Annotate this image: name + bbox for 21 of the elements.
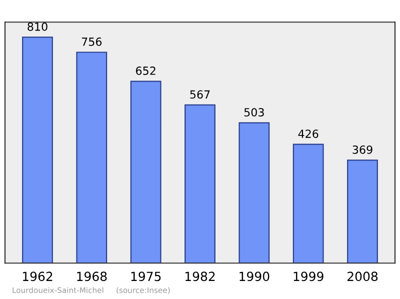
bar (238, 122, 270, 264)
data-label: 756 (82, 38, 102, 46)
data-label: 810 (28, 22, 48, 31)
bar (184, 104, 216, 264)
data-label: 503 (244, 108, 264, 116)
data-label: 369 (352, 145, 372, 154)
bar (347, 160, 378, 264)
bar (76, 52, 108, 264)
data-label: 567 (190, 90, 210, 99)
x-tick-label: 1962 (22, 272, 52, 282)
bar (130, 80, 162, 264)
x-tick-label: 1999 (294, 272, 324, 282)
bar (22, 36, 53, 264)
data-label: 652 (136, 66, 156, 75)
x-tick-label: 1982 (185, 272, 215, 282)
bar (292, 144, 324, 264)
x-tick-label: 2008 (348, 272, 378, 282)
x-tick-label: 1975 (131, 272, 161, 282)
data-label: 426 (298, 130, 318, 138)
x-tick-label: 1990 (240, 272, 270, 282)
x-tick-label: 1968 (77, 272, 107, 282)
